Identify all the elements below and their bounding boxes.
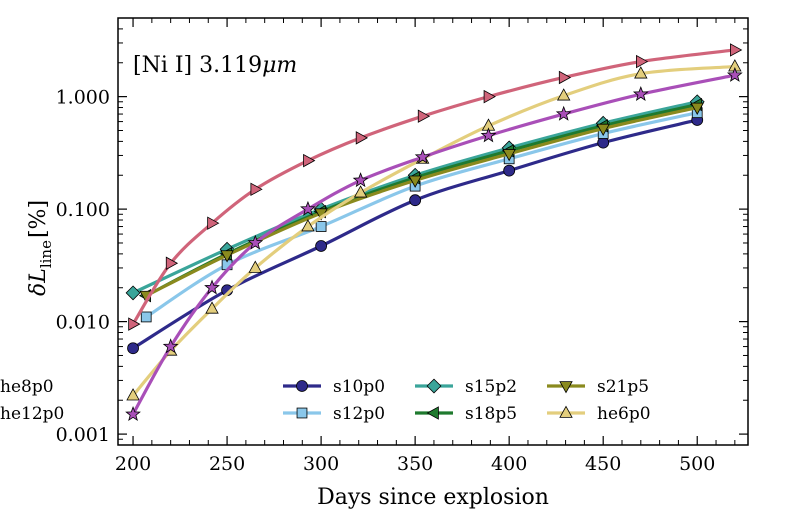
legend-item-s18p5: s18p5: [415, 404, 517, 424]
series-s21p5: [139, 102, 704, 304]
legend-label: he6p0: [597, 404, 651, 424]
legend-marker: [426, 406, 439, 420]
data-point-he6p0: [248, 260, 263, 273]
legend-item-he12p0: he12p0: [0, 404, 64, 424]
legend-item-s15p2: s15p2: [415, 377, 517, 397]
y-tick-label: 0.001: [56, 424, 110, 446]
data-point-he8p0: [558, 70, 572, 85]
series-he8p0: [128, 43, 743, 331]
legend-marker: [296, 380, 308, 392]
line-annotation: [Ni I] 3.119μm: [133, 53, 297, 78]
series-he6p0: [126, 59, 742, 401]
legend-marker: [426, 378, 442, 394]
data-point-he12p0: [204, 279, 220, 295]
series-he12p0: [125, 66, 743, 421]
data-point-s21p5: [408, 175, 422, 188]
legend-item-s10p0: s10p0: [283, 377, 385, 397]
legend-item-s21p5: s21p5: [547, 377, 649, 397]
data-point-he8p0: [128, 317, 141, 331]
data-point-he8p0: [730, 43, 743, 57]
data-point-he12p0: [726, 66, 743, 82]
y-axis-title: δLline[%]: [26, 200, 55, 296]
data-point-he12p0: [125, 406, 141, 421]
data-point-s10p0: [315, 240, 328, 252]
x-tick-label: 450: [585, 453, 621, 475]
series-line-he8p0: [131, 48, 736, 325]
data-point-he12p0: [300, 200, 316, 216]
series-s10p0: [127, 114, 704, 355]
data-point-he8p0: [165, 256, 179, 271]
data-point-he12p0: [162, 338, 179, 354]
series-line-he12p0: [131, 73, 736, 416]
legend-item-he8p0: he8p0: [0, 377, 54, 397]
x-tick-label: 300: [303, 453, 339, 475]
data-point-s10p0: [409, 194, 422, 207]
data-point-he8p0: [303, 153, 316, 168]
legend-label: s15p2: [465, 377, 517, 397]
data-point-he6p0: [556, 88, 571, 101]
y-tick-label: 1.000: [56, 87, 110, 109]
legend-item-he6p0: he6p0: [547, 404, 651, 424]
y-tick-label: 0.100: [56, 199, 110, 221]
axes: 200 250 300 350 400 450 500 0.001 0.010 0.100 1.00…: [56, 17, 749, 475]
x-tick-label: 200: [115, 453, 151, 475]
data-point-he6p0: [205, 301, 219, 314]
data-point-s21p5: [690, 102, 704, 115]
data-point-he8p0: [250, 182, 263, 197]
data-point-he12p0: [247, 234, 264, 250]
series-line-he6p0: [131, 64, 735, 397]
legend-marker: [559, 405, 573, 418]
data-point-he12p0: [555, 105, 572, 121]
data-point-he12p0: [480, 127, 497, 143]
data-point-he8p0: [417, 109, 431, 123]
data-point-s21p5: [502, 149, 516, 162]
y-tick-label: 0.010: [56, 312, 110, 334]
legend-label: he12p0: [0, 404, 64, 424]
data-point-he12p0: [352, 172, 369, 188]
series-line-s10p0: [132, 118, 698, 350]
legend-marker: [296, 407, 308, 419]
data-point-s12p0: [315, 221, 327, 232]
data-point-he12p0: [632, 85, 649, 101]
x-tick-label: 350: [397, 453, 433, 475]
x-tick-label: 500: [679, 453, 715, 475]
data-point-he6p0: [634, 66, 648, 79]
data-point-s10p0: [127, 342, 139, 355]
data-point-he6p0: [301, 219, 315, 232]
data-point-he8p0: [636, 54, 649, 69]
data-point-he12p0: [414, 148, 431, 164]
data-point-he8p0: [207, 216, 220, 230]
data-point-s12p0: [140, 311, 152, 323]
data-point-he6p0: [126, 388, 140, 401]
data-point-he6p0: [353, 185, 368, 198]
legend-label: s12p0: [333, 404, 385, 424]
legend-label: s18p5: [465, 404, 517, 424]
x-tick-label: 400: [491, 453, 527, 475]
data-point-he8p0: [355, 131, 369, 145]
data-point-s21p5: [220, 250, 234, 263]
x-axis-title: Days since explosion: [317, 485, 549, 510]
x-tick-label: 250: [209, 453, 245, 475]
legend-label: s21p5: [597, 377, 649, 397]
data-point-s15p2: [125, 285, 141, 301]
series-group: [125, 43, 743, 421]
plot-frame: [117, 17, 749, 446]
legend-marker: [559, 381, 573, 394]
data-point-s21p5: [596, 123, 610, 137]
data-point-s10p0: [503, 164, 516, 177]
legend: s10p0 s12p0 s15p2 s18p5 s21p5 he6p0 he8p0 he12p…: [0, 377, 651, 424]
legend-label: he8p0: [0, 377, 54, 397]
legend-label: s10p0: [333, 377, 385, 397]
legend-item-s12p0: s12p0: [283, 404, 385, 424]
data-point-he8p0: [483, 89, 496, 104]
